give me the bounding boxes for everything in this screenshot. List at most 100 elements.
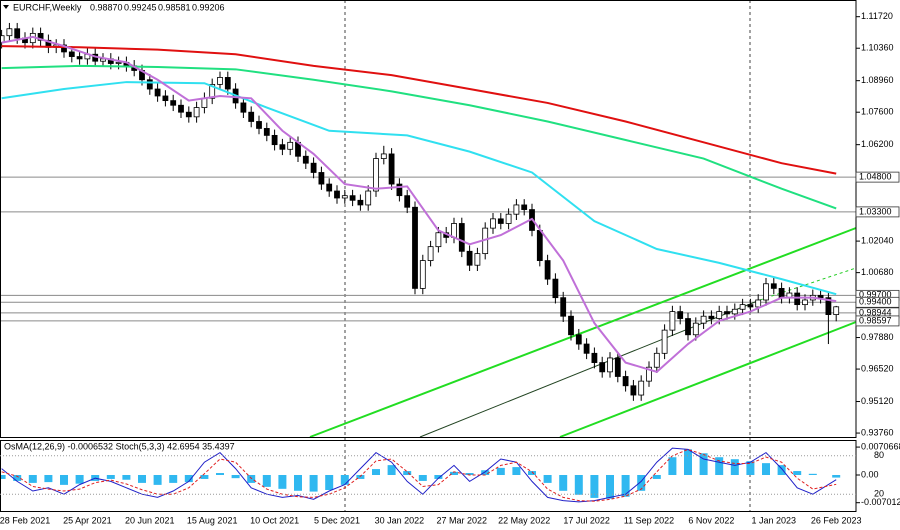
x-tick-label: 28 Feb 2021 (0, 515, 50, 525)
candle-body (763, 283, 769, 301)
candle-body (115, 61, 122, 64)
y-tick-label: 1.00680 (861, 267, 894, 277)
candle-body (716, 311, 723, 319)
level-label: 0.99700 (859, 290, 892, 300)
osma-bar (777, 465, 786, 475)
osma-bar (590, 475, 599, 498)
candle-body (185, 111, 192, 118)
y2-tick-label: 20 (874, 489, 884, 499)
candle-body (357, 199, 364, 206)
y-tick-label: 1.10360 (861, 43, 894, 53)
candle-body (700, 315, 707, 324)
candle-body (193, 107, 200, 118)
osma-bar (138, 475, 146, 483)
osma-bar (684, 449, 692, 475)
osma-bar (75, 475, 84, 484)
osma-bar (294, 475, 302, 491)
candle-body (412, 206, 418, 289)
osma-bar (0, 475, 6, 479)
quote-close: 0.99206 (192, 2, 225, 12)
candle-body (755, 299, 762, 308)
candle-body (341, 195, 348, 199)
candle-body (256, 121, 262, 129)
osma-bar (559, 475, 568, 491)
osma-bar (403, 471, 412, 475)
y2-tick-label: 80 (874, 450, 884, 460)
candle-body (388, 153, 395, 185)
quote-open: 0.98870 (90, 2, 123, 12)
x-tick-label: 30 Jan 2022 (375, 515, 425, 525)
menu-arrow (3, 5, 9, 9)
x-tick-label: 27 Mar 2022 (437, 515, 488, 525)
level-label: 0.99400 (859, 297, 892, 307)
candle-body (310, 162, 317, 173)
osma-bar (808, 473, 817, 475)
candle-body (817, 294, 824, 299)
candle-body (419, 260, 426, 289)
candle-body (653, 352, 660, 368)
y-tick-label: -0.0070124 (861, 497, 900, 507)
osma-bar (262, 475, 271, 487)
osma-bar (44, 475, 53, 483)
osma-bar (574, 475, 583, 495)
osma-bar (372, 469, 380, 475)
candle-body (154, 88, 161, 97)
level-label: 1.04800 (859, 171, 892, 181)
osma-bar (793, 471, 802, 475)
osma-bar (60, 475, 68, 485)
candle-body (505, 213, 512, 224)
candle-body (224, 77, 231, 90)
level-box (855, 206, 900, 218)
osma-bar (434, 475, 443, 479)
candle-body (825, 297, 832, 315)
y-tick-label: 0.95120 (861, 396, 894, 406)
candle-body (794, 292, 801, 306)
osma-bar (200, 475, 209, 479)
osma-bar (418, 475, 427, 481)
candle-body (739, 304, 746, 310)
moving-average (1, 35, 837, 373)
candle-body (646, 366, 652, 382)
osma-bar (309, 475, 318, 492)
channel-mid-ext (759, 267, 857, 301)
candle-body (544, 260, 551, 280)
osma-bar (169, 475, 178, 483)
candle-body (669, 311, 676, 331)
osma-bar (465, 473, 474, 475)
osma-bar (481, 470, 490, 475)
candle-body (76, 56, 83, 60)
candle-body (326, 183, 333, 192)
osma-bar (247, 475, 256, 483)
stoch-line (1, 447, 837, 503)
candle-body (708, 315, 715, 319)
candle-body (724, 311, 730, 315)
candle-body (14, 28, 21, 39)
x-tick-label: 25 Apr 2021 (63, 515, 112, 525)
candle-body (614, 357, 621, 377)
osma-bar (528, 471, 536, 475)
candle-body (240, 102, 247, 113)
candle-body (583, 343, 590, 354)
candle-body (778, 287, 785, 299)
candle-body (435, 232, 442, 248)
osma-bar (13, 475, 22, 481)
x-tick-label: 1 Jan 2023 (752, 515, 797, 525)
candle-body (630, 385, 637, 396)
candle-body (349, 195, 356, 201)
osma-bar (122, 475, 131, 480)
candle-body (279, 144, 286, 150)
y-tick-label: 1.08960 (861, 75, 894, 85)
osma-bar (387, 465, 396, 475)
candle-body (146, 79, 153, 90)
y-tick-label: 0.97880 (861, 332, 894, 342)
y-tick-label: 0.96520 (861, 363, 894, 373)
osma-bar (606, 475, 614, 499)
candle-body (466, 250, 473, 266)
candle-body (521, 204, 528, 210)
candle-body (575, 334, 582, 345)
candle-body (404, 195, 411, 208)
level-label: 1.03300 (859, 206, 892, 216)
osma-bar (715, 457, 724, 475)
channel-lower (559, 321, 857, 438)
osma-bar (699, 453, 708, 475)
